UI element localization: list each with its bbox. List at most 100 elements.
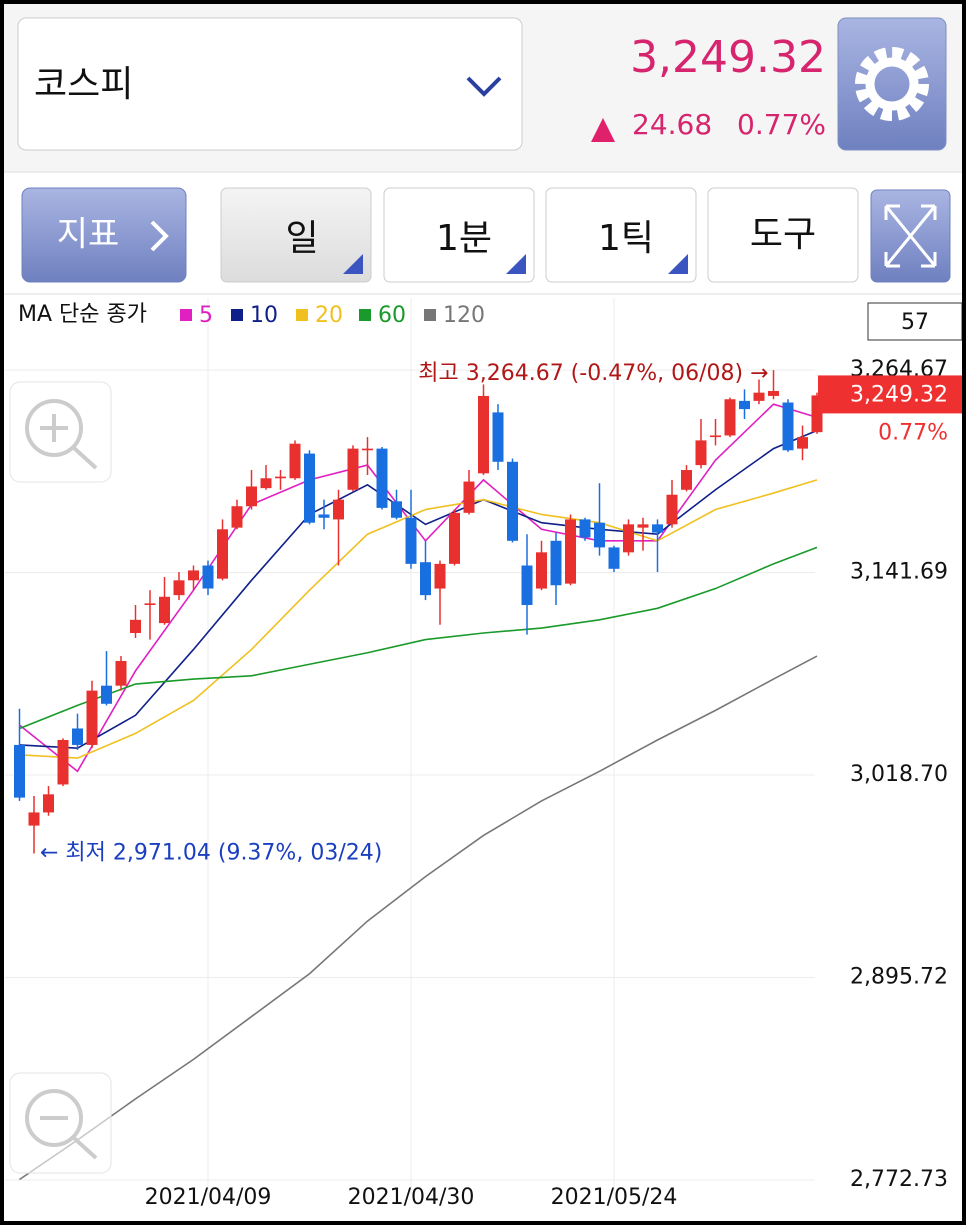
candle-body [202, 565, 214, 589]
y-tick-label: 2,895.72 [850, 965, 948, 990]
candle-body [710, 435, 721, 438]
expand-icon [884, 204, 937, 268]
candle-body [463, 481, 475, 513]
count-box [867, 302, 963, 341]
market-name: 코스피 [34, 64, 133, 105]
ma-line [19, 429, 818, 750]
candle-body [637, 524, 649, 528]
period-label: 일 [285, 218, 318, 259]
candle-body [72, 728, 83, 745]
candle-body [101, 685, 112, 704]
candle-body [275, 476, 286, 479]
change-pct: 0.77% [737, 108, 826, 141]
candle-body [478, 395, 489, 474]
legend-swatch [231, 309, 243, 321]
candle-body [608, 547, 620, 569]
tools-label: 도구 [750, 214, 816, 255]
candle-body [188, 570, 199, 581]
candle-body [782, 402, 794, 451]
candle-body [57, 739, 69, 785]
up-triangle [591, 118, 615, 142]
candle-body [304, 453, 315, 523]
last-price-tag [818, 375, 962, 414]
candle-body [753, 392, 765, 401]
legend-label: 20 [315, 303, 343, 328]
candle-body [260, 478, 272, 489]
y-tick-label: 3,018.70 [850, 762, 948, 787]
candle-body [449, 512, 460, 564]
candle-body [159, 596, 170, 624]
tick-button[interactable] [545, 187, 697, 283]
legend-label: 60 [378, 303, 406, 328]
y-tick-label: 2,772.73 [850, 1167, 948, 1192]
change: 24.68 [632, 108, 712, 141]
candle-body [43, 794, 54, 813]
ma-line [19, 655, 818, 1181]
tools-button[interactable] [707, 187, 859, 283]
zoom-out[interactable] [9, 1072, 112, 1174]
corner-mark [343, 254, 363, 274]
ma-line [19, 479, 818, 759]
y-tick-label: 3,141.69 [850, 560, 948, 585]
candle-body [318, 514, 330, 518]
candle-body [376, 448, 388, 508]
candle-body [405, 517, 417, 564]
candle-body [391, 501, 402, 518]
minute-button[interactable] [383, 187, 535, 283]
x-tick-label: 2021/04/09 [145, 1185, 272, 1210]
visible-count: 57 [901, 310, 929, 335]
candle-body [362, 448, 373, 451]
high-annotation: 최고 3,264.67 (-0.47%, 06/08) → [418, 361, 768, 386]
candle-body [434, 563, 446, 589]
candle-body [768, 391, 779, 396]
low-annotation: ← 최저 2,971.04 (9.37%, 03/24) [40, 841, 382, 866]
legend-swatch [296, 309, 308, 321]
ma-line [19, 546, 818, 730]
candle-body [521, 565, 533, 606]
candle-body [695, 440, 707, 466]
candle-body [217, 529, 228, 579]
dropdown-chevron [466, 76, 502, 97]
corner-mark [668, 254, 688, 274]
candle-body [420, 562, 431, 596]
last-change: 0.77% [878, 420, 948, 445]
indicator-label: 지표 [57, 215, 120, 255]
candle-body [115, 660, 127, 686]
x-tick-label: 2021/05/24 [551, 1185, 678, 1210]
candle-body [333, 499, 344, 520]
candle-body [492, 412, 504, 462]
indicator-chevron [150, 220, 169, 252]
candle-body [536, 552, 547, 589]
candle-body [681, 470, 692, 490]
indicator-button[interactable] [21, 187, 187, 283]
period-button[interactable] [220, 187, 372, 283]
candle-body [173, 580, 185, 596]
candle-body [811, 395, 823, 433]
corner-mark [506, 254, 526, 274]
candle-body [623, 524, 634, 553]
candle-body [797, 437, 808, 449]
legend-swatch [180, 309, 192, 321]
candle-body [144, 603, 156, 606]
legend-swatch [424, 309, 436, 321]
zoom-in[interactable] [9, 381, 112, 483]
settings-button[interactable] [837, 17, 947, 151]
market-dropdown[interactable] [17, 17, 523, 151]
candle-body [565, 519, 576, 584]
tick-label: 1틱 [598, 218, 654, 259]
minute-label: 1분 [436, 218, 492, 259]
candle-body [86, 690, 98, 745]
candle-body [666, 494, 678, 525]
candle-body [739, 400, 750, 410]
legend-label: 10 [250, 303, 278, 328]
legend-title: MA 단순 종가 [18, 302, 147, 327]
candle-body [579, 519, 591, 538]
candle-body [347, 448, 359, 490]
candle-body [550, 540, 562, 586]
plot: 3,264.673,141.693,018.702,895.722,772.73… [5, 298, 948, 1210]
candle-body [130, 619, 141, 633]
legend-swatch [359, 309, 371, 321]
